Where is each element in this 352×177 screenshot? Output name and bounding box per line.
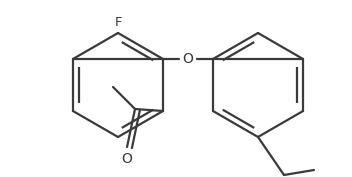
Text: O: O <box>121 152 132 166</box>
Text: O: O <box>183 52 194 66</box>
Text: F: F <box>114 16 122 29</box>
